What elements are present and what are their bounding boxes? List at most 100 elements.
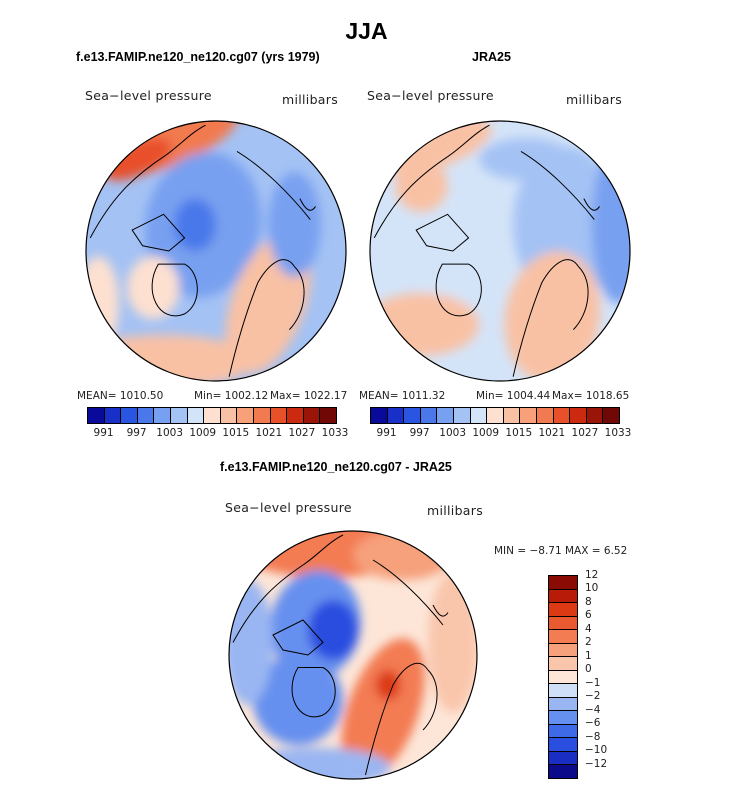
colorbar-swatch-12 [287,408,304,423]
panel2-colorbar [370,407,620,424]
colorbar-swatch-4 [154,408,171,423]
diff-colorbar-swatch-1 [549,750,577,765]
colorbar-tick-label: 991 [376,427,397,439]
colorbar-swatch-14 [320,408,336,423]
colorbar-tick-label: 1015 [505,427,533,439]
diff-colorbar-tick-label: 6 [585,609,592,622]
colorbar-tick-label: 997 [409,427,430,439]
colorbar-swatch-0 [371,408,388,423]
diff-colorbar-swatch-14 [549,576,577,589]
panel3-title: f.e13.FAMIP.ne120_ne120.cg07 - JRA25 [220,460,452,474]
colorbar-tick-label: 997 [126,427,147,439]
diff-colorbar-swatch-10 [549,629,577,643]
colorbar-swatch-9 [520,408,537,423]
panel1-units: millibars [282,92,339,107]
panel3-polar-map [228,530,478,780]
map-boundary [85,120,347,382]
colorbar-swatch-3 [137,408,155,423]
colorbar-swatch-10 [536,408,554,423]
diff-colorbar-tick-label: −6 [585,717,601,730]
diff-colorbar-tick-label: −1 [585,676,601,689]
diff-colorbar-tick-label: 10 [585,582,599,595]
coastline [289,266,305,330]
colorbar-tick-label: 1003 [439,427,467,439]
colorbar-tick-label: 1009 [472,427,500,439]
panel1-colorbar-labels: 991 997 1003 1009 1015 1021 1027 1033 [87,427,349,441]
diff-colorbar-swatch-2 [549,737,577,751]
colorbar-swatch-1 [104,408,122,423]
diff-colorbar-swatch-13 [549,588,577,603]
coastline [432,604,449,617]
panel3-minmax: MIN = −8.71 MAX = 6.52 [494,545,628,557]
colorbar-swatch-9 [237,408,254,423]
colorbar-swatch-8 [220,408,238,423]
coastline [131,213,186,252]
pressure-field-region [375,670,401,700]
colorbar-swatch-2 [404,408,421,423]
diff-colorbar-tick-label: 0 [585,663,592,676]
colorbar-swatch-2 [121,408,138,423]
coastline [299,198,316,211]
panel3-variable: Sea−level pressure [225,500,352,515]
panel1-colorbar [87,407,337,424]
coastline [512,259,580,377]
diff-colorbar-tick-label: −10 [585,744,608,757]
colorbar-swatch-1 [387,408,405,423]
coastline [447,124,490,158]
diff-colorbar-tick-label: 12 [585,569,599,581]
diff-colorbar-swatch-12 [549,602,577,616]
diff-colorbar-swatch-8 [549,656,577,670]
colorbar-swatch-4 [437,408,454,423]
colorbar-swatch-3 [420,408,438,423]
pressure-field-region [382,121,492,175]
colorbar-swatch-13 [586,408,604,423]
colorbar-tick-label: 1015 [222,427,250,439]
panel2-variable: Sea−level pressure [367,88,494,103]
colorbar-tick-label: 1009 [189,427,217,439]
coastline [583,198,600,211]
coastline [373,156,448,239]
diff-colorbar-tick-label: −4 [585,703,601,716]
coastline [89,156,164,239]
pressure-field-region [240,747,391,779]
colorbar-swatch-11 [553,408,571,423]
coastline [520,151,595,220]
coastline [232,564,304,643]
diff-colorbar-swatch-4 [549,710,577,724]
coastline [302,534,344,566]
pressure-field-region [353,531,453,580]
pressure-field-region [174,198,216,251]
diff-colorbar-swatch-5 [549,696,577,711]
colorbar-swatch-5 [170,408,188,423]
colorbar-tick-label: 1021 [255,427,283,439]
coastline [228,259,296,377]
panel3-colorbar [548,575,578,779]
diff-colorbar-swatch-11 [549,615,577,630]
panel1-title: f.e13.FAMIP.ne120_ne120.cg07 (yrs 1979) [76,50,320,64]
colorbar-tick-label: 1003 [156,427,184,439]
pressure-field-region [504,251,601,381]
panel2-units: millibars [566,92,623,107]
colorbar-swatch-0 [88,408,105,423]
pressure-field-region [479,138,574,181]
pressure-field-region [86,256,120,351]
figure-title: JJA [345,18,388,44]
colorbar-swatch-11 [270,408,288,423]
pressure-field-region [86,334,256,381]
diff-colorbar-tick-label: 2 [585,636,592,649]
diff-colorbar-swatch-9 [549,642,577,657]
diff-colorbar-swatch-7 [549,669,577,684]
panel3-colorbar-labels: −12 −10 −8 −6 −4 −2 −1 0 1 2 4 6 8 10 12 [585,569,625,777]
pressure-field-region [229,580,273,705]
pressure-field-region [428,572,477,713]
pressure-field-region [395,159,448,212]
pressure-field-region [591,146,630,304]
diff-colorbar-swatch-0 [549,764,577,778]
coastline [151,263,198,317]
colorbar-tick-label: 1033 [321,427,349,439]
diff-colorbar-tick-label: −2 [585,690,601,703]
coastline [163,124,206,158]
diff-colorbar-tick-label: −12 [585,757,608,770]
colorbar-swatch-13 [303,408,321,423]
coastline [236,151,311,220]
